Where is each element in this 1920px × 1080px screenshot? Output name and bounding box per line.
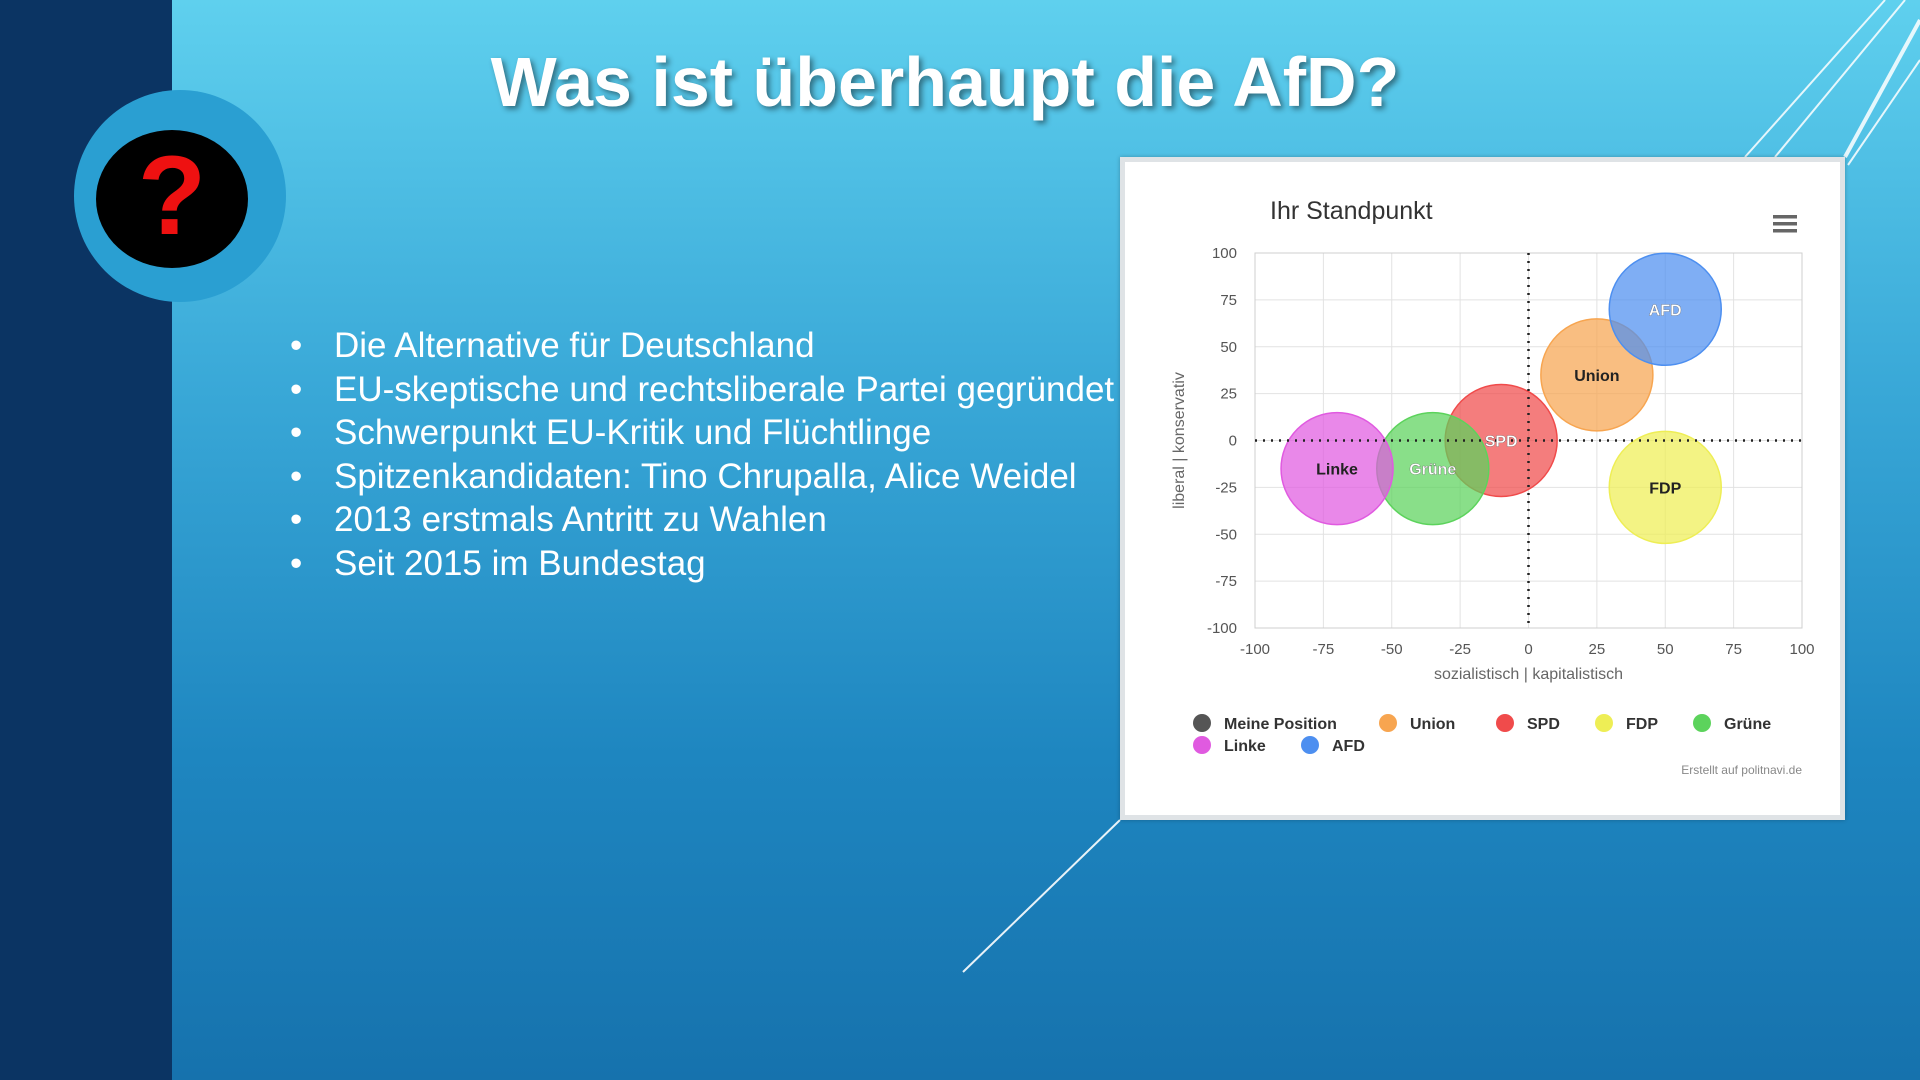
legend-marker — [1301, 736, 1319, 754]
x-tick-label: -75 — [1313, 641, 1335, 658]
legend-entry: FDP — [1626, 716, 1658, 733]
x-tick-label: -25 — [1449, 641, 1471, 658]
x-tick-label: -50 — [1381, 641, 1403, 658]
bubble-afd — [1608, 252, 1722, 366]
legend-entry: Union — [1410, 716, 1455, 733]
x-tick-label: 0 — [1524, 641, 1532, 658]
legend-entry: Grüne — [1724, 716, 1771, 733]
y-tick-label: -25 — [1215, 479, 1237, 496]
y-tick-label: 0 — [1229, 433, 1237, 450]
legend-marker — [1193, 714, 1211, 732]
legend-marker — [1693, 714, 1711, 732]
y-tick-label: -50 — [1215, 526, 1237, 543]
question-mark-icon: ? — [96, 130, 248, 268]
question-mark-glyph: ? — [137, 133, 207, 258]
menu-bar — [1773, 229, 1797, 233]
bubble-label: Union — [1574, 368, 1619, 385]
legend-entry: Meine Position — [1224, 716, 1337, 733]
bubble-label: Linke — [1316, 462, 1358, 479]
x-axis-label: sozialistisch | kapitalistisch — [1434, 666, 1623, 683]
legend-marker — [1496, 714, 1514, 732]
y-tick-label: 75 — [1220, 292, 1237, 309]
bubble-label: FDP — [1649, 480, 1681, 497]
bullet-item: EU-skeptische und rechtsliberale Partei … — [282, 368, 1154, 412]
chart-card: Ihr Standpunkt -100 -75 -50 -25 0 25 50 75 100 100… — [1120, 157, 1845, 820]
y-tick-label: 25 — [1220, 386, 1237, 403]
bullet-list: Die Alternative für Deutschland EU-skept… — [282, 324, 1154, 585]
x-tick-label: 50 — [1657, 641, 1674, 658]
bubble-fdp — [1608, 430, 1722, 545]
legend-entry: AFD — [1332, 738, 1365, 755]
y-tick-label: 100 — [1212, 245, 1237, 262]
x-tick-label: 25 — [1589, 641, 1606, 658]
x-tick-label: -100 — [1240, 641, 1270, 658]
y-tick-label: -75 — [1215, 573, 1237, 590]
chart-credit: Erstellt auf politnavi.de — [1681, 763, 1802, 777]
bubble-label: Grüne — [1409, 462, 1456, 479]
y-tick-label: 50 — [1220, 339, 1237, 356]
hamburger-menu-icon[interactable] — [1773, 215, 1797, 233]
slide-title: Was ist überhaupt die AfD? — [490, 43, 1400, 121]
bullet-item: Schwerpunkt EU-Kritik und Flüchtlinge — [282, 411, 1154, 455]
bullet-item: Spitzenkandidaten: Tino Chrupalla, Alice… — [282, 455, 1154, 499]
x-tick-label: 100 — [1789, 641, 1814, 658]
bullet-item: Die Alternative für Deutschland — [282, 324, 1154, 368]
legend-marker — [1379, 714, 1397, 732]
menu-bar — [1773, 215, 1797, 219]
bubble-linke — [1280, 411, 1394, 526]
y-axis-label: liberal | konservativ — [1171, 372, 1188, 509]
y-tick-label: -100 — [1207, 620, 1237, 637]
bullet-item: Seit 2015 im Bundestag — [282, 542, 1154, 586]
legend-entry: SPD — [1527, 716, 1560, 733]
bubble-label: SPD — [1485, 434, 1518, 451]
political-compass-chart: Ihr Standpunkt -100 -75 -50 -25 0 25 50 75 100 100… — [1171, 197, 1815, 777]
legend-marker — [1193, 736, 1211, 754]
bullet-item: 2013 erstmals Antritt zu Wahlen — [282, 498, 1154, 542]
legend-entry: Linke — [1224, 738, 1266, 755]
bubble-label: AFD — [1649, 302, 1682, 319]
legend-marker — [1595, 714, 1613, 732]
x-tick-label: 75 — [1725, 641, 1742, 658]
menu-bar — [1773, 222, 1797, 226]
chart-title: Ihr Standpunkt — [1270, 197, 1433, 225]
